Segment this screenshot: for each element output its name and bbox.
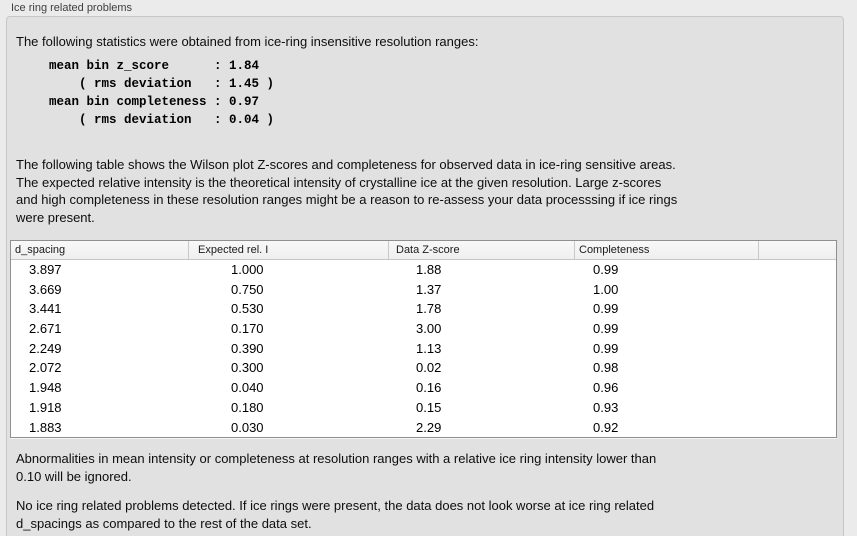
conclusion-line: No ice ring related problems detected. I… — [16, 498, 655, 513]
cell-completeness: 1.00 — [593, 281, 619, 297]
table-row[interactable]: 3.441 0.530 1.78 0.99 — [11, 299, 836, 319]
cell-expected-rel-i: 0.300 — [231, 360, 264, 376]
cell-data-z-score: 2.29 — [416, 419, 442, 435]
stats-monospace-block: mean bin z_score : 1.84 ( rms deviation … — [49, 57, 274, 129]
cell-d-spacing: 3.897 — [29, 262, 62, 277]
cell-d-spacing: 3.669 — [29, 281, 62, 297]
table-row[interactable]: 3.669 0.750 1.37 1.00 — [11, 280, 836, 300]
cell-completeness: 0.99 — [593, 301, 619, 317]
cell-d-spacing: 1.918 — [29, 399, 62, 415]
column-header-expected-rel-i[interactable]: Expected rel. I — [188, 241, 388, 259]
description-line: The following table shows the Wilson plo… — [16, 157, 676, 172]
cell-expected-rel-i: 0.040 — [231, 380, 264, 396]
conclusion-line: d_spacings as compared to the rest of th… — [16, 515, 312, 531]
cell-completeness: 0.96 — [593, 380, 619, 396]
cell-completeness: 0.99 — [593, 340, 619, 356]
column-header-completeness[interactable]: Completeness — [574, 241, 758, 259]
cell-expected-rel-i: 0.750 — [231, 281, 264, 297]
cell-expected-rel-i: 0.170 — [231, 321, 264, 337]
cell-expected-rel-i: 0.030 — [231, 419, 264, 435]
cell-d-spacing: 2.249 — [29, 340, 62, 356]
note-line: Abnormalities in mean intensity or compl… — [16, 451, 657, 466]
stat-line-mean-bin-completeness: mean bin completeness : 0.97 — [49, 95, 260, 109]
description-line: and high completeness in these resolutio… — [16, 192, 678, 207]
cell-data-z-score: 1.37 — [416, 281, 442, 297]
table-row[interactable]: 2.249 0.390 1.13 0.99 — [11, 339, 836, 359]
cell-d-spacing: 3.441 — [29, 301, 62, 317]
column-header-data-z-score[interactable]: Data Z-score — [388, 241, 574, 259]
ice-ring-table: d_spacing Expected rel. I Data Z-score C… — [10, 240, 837, 438]
cell-completeness: 0.92 — [593, 419, 619, 435]
cell-completeness: 0.98 — [593, 360, 619, 376]
table-row[interactable]: 1.948 0.040 0.16 0.96 — [11, 378, 836, 398]
cell-d-spacing: 2.671 — [29, 321, 62, 337]
cell-data-z-score: 0.16 — [416, 380, 442, 396]
cell-d-spacing: 2.072 — [29, 360, 62, 376]
cell-data-z-score: 0.02 — [416, 360, 442, 376]
table-row[interactable]: 1.883 0.030 2.29 0.92 — [11, 418, 836, 438]
cell-d-spacing: 1.948 — [29, 380, 62, 396]
column-header-d-spacing[interactable]: d_spacing — [15, 244, 66, 256]
cell-expected-rel-i: 0.180 — [231, 399, 264, 415]
description-line: The expected relative intensity is the t… — [16, 174, 662, 190]
cell-data-z-score: 1.78 — [416, 301, 442, 317]
note-line: 0.10 will be ignored. — [16, 468, 132, 484]
ignore-threshold-note: Abnormalities in mean intensity or compl… — [16, 450, 656, 485]
cell-data-z-score: 1.88 — [416, 262, 442, 277]
table-header-row: d_spacing Expected rel. I Data Z-score C… — [11, 241, 836, 260]
conclusion-text: No ice ring related problems detected. I… — [16, 497, 654, 532]
table-row[interactable]: 3.897 1.000 1.88 0.99 — [11, 260, 836, 280]
stat-line-z-score-rms-deviation: ( rms deviation : 1.45 ) — [49, 77, 275, 91]
table-row[interactable]: 1.918 0.180 0.15 0.93 — [11, 398, 836, 418]
stat-line-completeness-rms-deviation: ( rms deviation : 0.04 ) — [49, 113, 275, 127]
cell-expected-rel-i: 0.390 — [231, 340, 264, 356]
cell-data-z-score: 3.00 — [416, 321, 442, 337]
column-header-empty — [758, 241, 836, 259]
cell-completeness: 0.93 — [593, 399, 619, 415]
stat-line-mean-bin-z-score: mean bin z_score : 1.84 — [49, 59, 260, 73]
table-row[interactable]: 2.072 0.300 0.02 0.98 — [11, 358, 836, 378]
groupbox-title: Ice ring related problems — [11, 2, 133, 14]
cell-expected-rel-i: 1.000 — [231, 262, 264, 277]
cell-completeness: 0.99 — [593, 321, 619, 337]
cell-completeness: 0.99 — [593, 262, 619, 277]
table-row[interactable]: 2.671 0.170 3.00 0.99 — [11, 319, 836, 339]
description-line: were present. — [16, 209, 95, 225]
table-description: The following table shows the Wilson plo… — [16, 156, 677, 226]
cell-expected-rel-i: 0.530 — [231, 301, 264, 317]
stats-intro-text: The following statistics were obtained f… — [16, 34, 479, 49]
cell-d-spacing: 1.883 — [29, 419, 62, 435]
cell-data-z-score: 1.13 — [416, 340, 442, 356]
cell-data-z-score: 0.15 — [416, 399, 442, 415]
